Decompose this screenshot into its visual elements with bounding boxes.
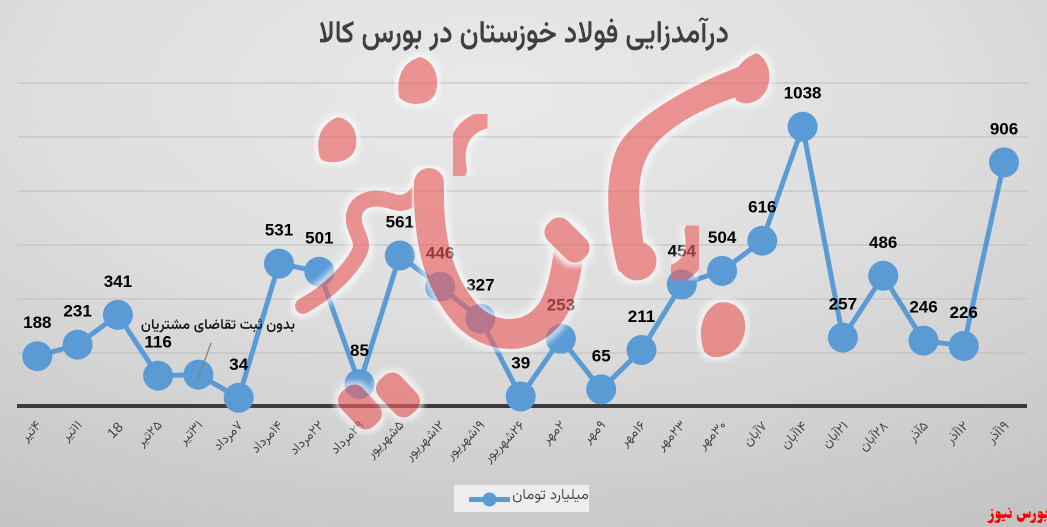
svg-text:257: 257 (829, 295, 857, 314)
svg-text:65: 65 (592, 346, 611, 365)
svg-text:246: 246 (909, 298, 937, 317)
svg-text:906: 906 (990, 119, 1018, 138)
svg-text:85: 85 (350, 341, 369, 360)
svg-text:486: 486 (869, 233, 897, 252)
svg-text:1038: 1038 (784, 84, 822, 103)
svg-text:39: 39 (511, 354, 530, 373)
svg-text:531: 531 (265, 221, 293, 240)
svg-text:188: 188 (23, 313, 51, 332)
svg-text:211: 211 (628, 307, 655, 326)
svg-text:226: 226 (950, 303, 978, 322)
svg-text:341: 341 (104, 272, 132, 291)
svg-text:327: 327 (466, 276, 494, 295)
svg-text:561: 561 (386, 213, 414, 232)
svg-text:501: 501 (305, 229, 333, 248)
svg-text:616: 616 (748, 198, 776, 217)
svg-text:231: 231 (63, 302, 91, 321)
svg-text:116: 116 (144, 333, 171, 352)
svg-text:34: 34 (229, 355, 248, 374)
svg-text:504: 504 (708, 228, 737, 247)
